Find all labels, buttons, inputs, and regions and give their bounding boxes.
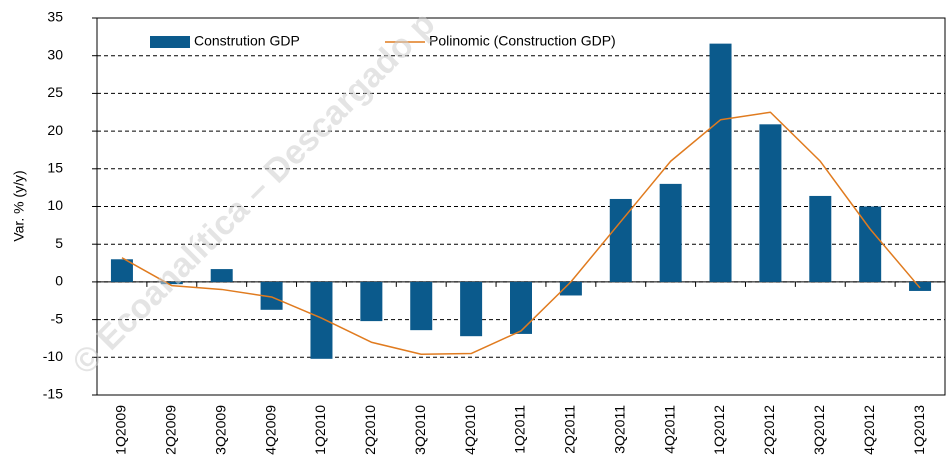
- x-tick-label: 2Q2012: [761, 405, 777, 455]
- bar: [210, 269, 233, 282]
- legend-label: Polinomic (Construction GDP): [429, 33, 616, 49]
- bar: [410, 281, 433, 331]
- bar: [909, 281, 932, 291]
- y-tick-label: 10: [47, 197, 63, 213]
- bar: [859, 206, 882, 282]
- bar: [160, 281, 183, 285]
- legend-swatch: [150, 36, 190, 48]
- bar: [460, 281, 483, 337]
- x-tick-label: 1Q2009: [113, 405, 129, 455]
- y-tick-label: 20: [47, 122, 63, 138]
- y-tick-label: -5: [51, 310, 64, 326]
- x-tick-label: 2Q2010: [362, 405, 378, 455]
- watermark: © Ecoanalítica – Descargado p: [65, 5, 442, 382]
- bar: [809, 195, 832, 282]
- x-tick-label: 1Q2012: [711, 405, 727, 455]
- bar: [759, 124, 782, 282]
- x-tick-label: 4Q2011: [661, 405, 677, 454]
- y-tick-label: 0: [55, 273, 63, 289]
- x-tick-label: 2Q2009: [163, 405, 179, 455]
- y-tick-label: -15: [43, 386, 63, 402]
- x-tick-label: 4Q2012: [861, 405, 877, 455]
- bar: [110, 259, 133, 282]
- y-tick-label: 15: [47, 160, 63, 176]
- bar: [659, 183, 682, 282]
- bar: [709, 43, 732, 282]
- trend-line: [121, 111, 921, 356]
- y-tick-label: 25: [47, 84, 63, 100]
- bar: [310, 281, 333, 359]
- x-tick-label: 3Q2012: [811, 405, 827, 455]
- x-tick-label: 4Q2009: [262, 405, 278, 455]
- bar: [360, 281, 383, 322]
- bar: [559, 281, 582, 296]
- y-tick-label: -10: [43, 348, 63, 364]
- x-tick-label: 4Q2010: [462, 405, 478, 455]
- y-tick-label: 5: [55, 235, 63, 251]
- x-tick-label: 3Q2011: [611, 405, 627, 454]
- x-tick-label: 1Q2011: [512, 405, 528, 454]
- x-tick-label: 1Q2010: [312, 405, 328, 455]
- x-tick-label: 3Q2010: [412, 405, 428, 455]
- bar: [510, 281, 532, 334]
- x-tick-label: 2Q2011: [562, 405, 578, 454]
- x-tick-label: 1Q2013: [911, 405, 927, 455]
- y-axis-label: Var. % (y/y): [11, 170, 27, 241]
- y-tick-label: 30: [47, 46, 63, 62]
- y-tick-label: 35: [47, 9, 63, 25]
- legend-label: Constrution GDP: [194, 33, 300, 49]
- x-tick-label: 3Q2009: [212, 405, 228, 455]
- bar: [260, 281, 283, 310]
- bar: [609, 198, 632, 282]
